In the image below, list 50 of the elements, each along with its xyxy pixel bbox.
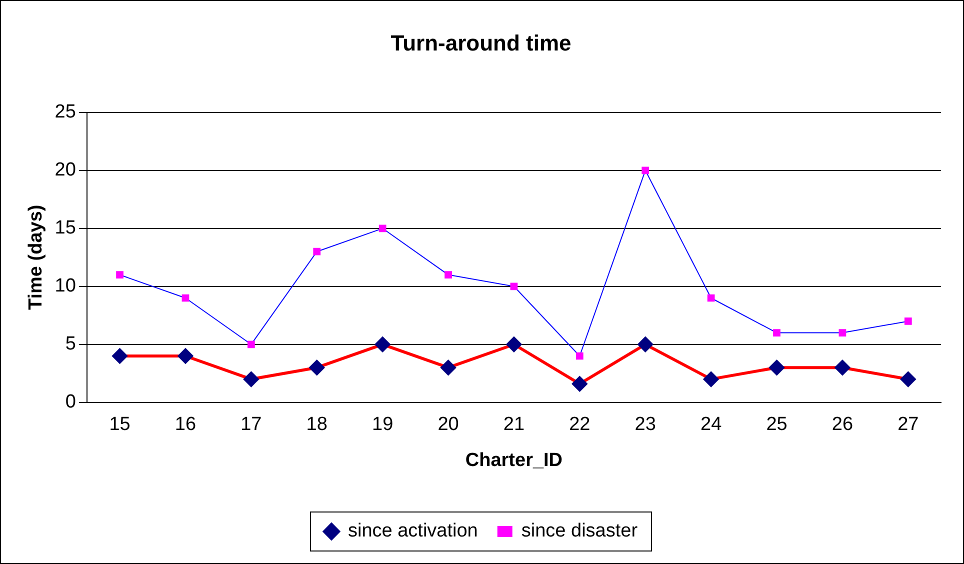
point (440, 360, 456, 376)
x-tick-label: 25 (766, 414, 788, 436)
point (510, 282, 518, 290)
point (773, 329, 780, 336)
point (572, 376, 588, 392)
x-tick-label: 21 (503, 414, 525, 436)
point (707, 294, 715, 302)
y-tick-label: 25 (54, 102, 76, 123)
x-tick-label: 26 (832, 414, 854, 436)
y-tick-label: 10 (54, 276, 76, 297)
point (178, 348, 193, 364)
point (638, 336, 653, 352)
x-tick-label: 18 (306, 414, 328, 436)
point (247, 340, 255, 348)
point (244, 372, 259, 387)
x-tick-label: 22 (569, 414, 590, 436)
y-tick-label: 20 (54, 160, 76, 181)
x-tick-label: 19 (372, 414, 394, 436)
point (112, 348, 128, 364)
y-tick-label: 15 (54, 218, 76, 239)
point (904, 318, 912, 325)
point (506, 336, 522, 352)
x-tick-label: 23 (634, 414, 656, 436)
point (576, 352, 584, 360)
y-tick-label: 0 (65, 392, 76, 413)
point (642, 166, 650, 174)
x-tick-label: 16 (174, 414, 196, 436)
point (834, 360, 850, 376)
legend-label: since activation (348, 520, 478, 542)
point (378, 224, 386, 232)
point (900, 372, 916, 387)
point (116, 271, 124, 278)
point (309, 360, 324, 376)
x-tick-label: 17 (240, 414, 262, 436)
point (769, 360, 784, 376)
x-tick-label: 20 (438, 414, 459, 436)
point (444, 271, 452, 278)
x-tick-label: 15 (109, 414, 130, 436)
point (704, 372, 719, 387)
chart-title: Turn-around time (390, 30, 572, 56)
point (838, 329, 846, 336)
y-axis-title: Time (days) (26, 204, 47, 310)
x-axis-title: Charter_ID (465, 450, 563, 471)
x-tick-label: 24 (700, 414, 722, 436)
point (182, 294, 190, 302)
point (313, 248, 321, 256)
y-tick-label: 5 (65, 334, 76, 355)
point (375, 336, 390, 352)
legend-label: since disaster (521, 520, 638, 542)
x-tick-label: 27 (898, 414, 919, 436)
